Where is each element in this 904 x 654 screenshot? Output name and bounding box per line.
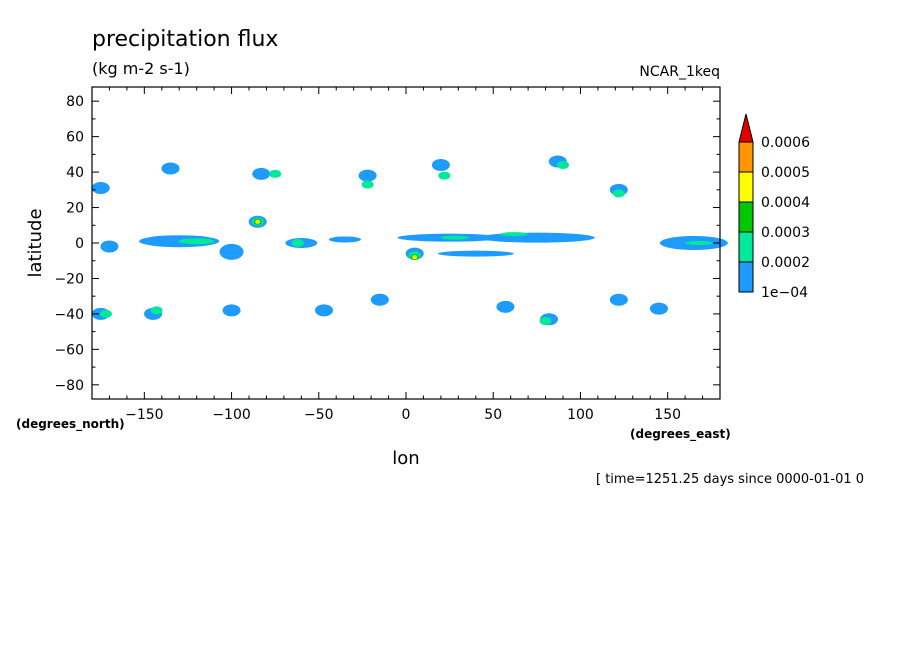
contour-patch — [478, 232, 595, 243]
contour-patch — [269, 169, 282, 178]
y-tick-label: −40 — [54, 307, 84, 323]
contour-patch — [150, 306, 163, 315]
contour-patch — [370, 293, 389, 306]
contour-patch — [557, 161, 569, 169]
contour-patch — [649, 302, 668, 315]
contour-patch — [219, 243, 244, 260]
time-label: [ time=1251.25 days since 0000-01-01 0 — [596, 472, 864, 487]
colorbar-label: 0.0004 — [761, 195, 810, 211]
contour-patch — [496, 300, 515, 313]
chart-units: (kg m-2 s-1) — [92, 59, 190, 78]
contour-patch — [100, 240, 119, 253]
x-tick-label: 0 — [402, 407, 411, 423]
x-tick-label: 100 — [567, 407, 594, 423]
colorbar-label: 0.0002 — [761, 255, 810, 271]
contour-patch — [437, 250, 514, 257]
colorbar-label: 1e−04 — [761, 285, 808, 301]
y-tick-label: −20 — [54, 271, 84, 287]
chart-title: precipitation flux — [92, 27, 278, 52]
contour-patch — [222, 304, 241, 317]
contour-patch — [255, 219, 261, 224]
contour-patch — [358, 169, 377, 182]
contour-patch — [252, 167, 271, 180]
y-tick-labels: 80 60 40 20 0 −20 −40 −60 −80 — [54, 94, 84, 394]
colorbar-label: 0.0003 — [761, 225, 810, 241]
colorbar-extend-max — [738, 113, 754, 143]
contour-fills — [91, 155, 728, 326]
x-axis-label: lon — [392, 448, 419, 469]
dataset-label: NCAR_1keq — [639, 64, 720, 80]
contour-patch — [431, 159, 450, 171]
colorbar-segment — [738, 231, 754, 263]
y-tick-label: −80 — [54, 378, 84, 394]
contour-patch — [178, 238, 215, 245]
colorbar-segment — [738, 141, 754, 173]
contour-patch — [685, 241, 714, 245]
x-axis-units: (degrees_east) — [630, 427, 731, 442]
axis-ticks — [91, 87, 721, 399]
x-tick-label: −100 — [212, 407, 250, 423]
contour-patch — [99, 309, 112, 318]
contour-patch — [161, 162, 180, 175]
contour-patch — [500, 232, 529, 237]
y-tick-label: 80 — [66, 94, 84, 110]
colorbar: 1e−04 0.0002 0.0003 0.0004 0.0005 0.0006 — [738, 113, 810, 301]
y-tick-label: 40 — [66, 165, 84, 181]
y-tick-label: 20 — [66, 201, 84, 217]
y-axis-units: (degrees_north) — [16, 417, 125, 432]
contour-patch — [328, 236, 361, 243]
x-tick-labels: −150 −100 −50 0 50 100 150 — [125, 407, 681, 423]
y-tick-label: −60 — [54, 342, 84, 358]
x-tick-label: 50 — [484, 407, 502, 423]
colorbar-segment — [738, 171, 754, 203]
y-tick-label: 60 — [66, 130, 84, 146]
colorbar-segment — [738, 261, 754, 293]
x-tick-label: 150 — [654, 407, 681, 423]
colorbar-segment — [738, 201, 754, 233]
contour-patch — [539, 317, 552, 325]
y-axis-label: latitude — [25, 208, 46, 277]
colorbar-label: 0.0005 — [761, 165, 810, 181]
contour-patch — [91, 182, 110, 195]
contour-patch — [412, 255, 418, 260]
x-tick-label: −150 — [125, 407, 163, 423]
contour-patch — [361, 180, 374, 189]
contour-patch — [440, 235, 469, 240]
contour-patch — [438, 171, 451, 180]
contour-patch — [609, 293, 628, 306]
contour-patch — [612, 189, 625, 198]
x-tick-label: −50 — [304, 407, 334, 423]
y-tick-label: 0 — [75, 236, 84, 252]
contour-patch — [291, 239, 304, 247]
contour-patch — [315, 304, 334, 317]
colorbar-label: 0.0006 — [761, 135, 810, 151]
